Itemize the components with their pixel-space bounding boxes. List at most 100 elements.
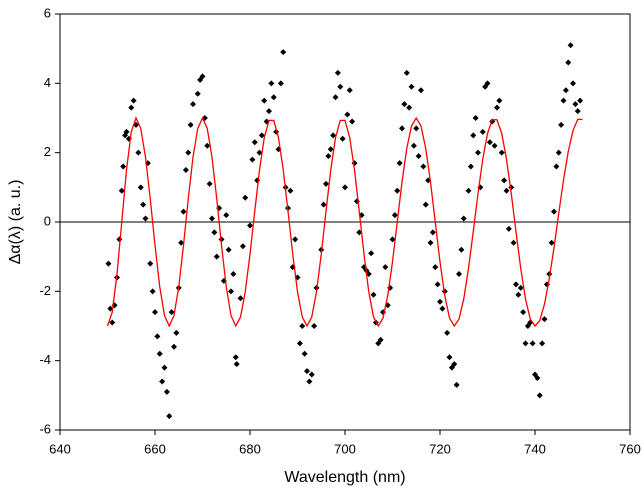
data-point	[323, 180, 329, 187]
data-point	[501, 177, 508, 184]
data-point	[168, 309, 175, 316]
data-point	[270, 94, 277, 101]
data-point	[406, 104, 413, 111]
x-tick-label: 640	[49, 441, 71, 456]
data-point	[560, 97, 567, 104]
data-point	[306, 378, 313, 385]
data-point	[377, 336, 384, 343]
y-tick-label: 4	[44, 75, 51, 90]
data-point	[558, 121, 565, 128]
data-point	[342, 184, 348, 191]
data-point	[522, 340, 529, 347]
data-point	[254, 177, 261, 184]
data-point	[484, 80, 491, 87]
data-point	[413, 125, 420, 132]
data-point	[486, 139, 493, 146]
data-point	[140, 201, 147, 208]
y-tick-label: -4	[39, 352, 51, 367]
data-point	[251, 139, 258, 146]
data-point	[180, 208, 187, 215]
data-point	[408, 83, 415, 90]
data-point	[391, 212, 398, 219]
data-point	[130, 97, 137, 104]
x-tick-label: 700	[334, 441, 356, 456]
data-point	[505, 225, 512, 232]
data-point	[213, 253, 220, 260]
data-point	[513, 281, 519, 288]
data-point	[496, 97, 503, 104]
data-point	[553, 163, 560, 170]
data-point	[334, 69, 341, 76]
data-point	[178, 239, 185, 246]
data-point	[239, 243, 246, 250]
data-point	[256, 149, 263, 156]
data-point	[296, 340, 303, 347]
data-point	[446, 354, 453, 361]
data-point	[161, 364, 168, 371]
data-point	[152, 309, 158, 316]
data-point	[258, 132, 265, 139]
x-tick-label: 740	[524, 441, 546, 456]
y-tick-label: -2	[39, 283, 51, 298]
data-point	[415, 153, 422, 160]
data-point	[330, 132, 337, 139]
data-point	[232, 354, 239, 361]
data-point	[399, 125, 405, 132]
data-point	[453, 381, 460, 388]
data-point	[277, 80, 284, 87]
data-point	[396, 160, 403, 167]
data-point	[460, 215, 467, 222]
data-point	[142, 215, 149, 222]
data-point	[370, 291, 377, 298]
data-point	[451, 361, 458, 368]
data-point	[237, 295, 244, 302]
data-point	[135, 149, 142, 156]
data-point	[429, 229, 436, 236]
x-tick-label: 680	[239, 441, 261, 456]
data-point	[311, 323, 318, 329]
data-point	[109, 319, 116, 326]
data-point	[517, 284, 524, 291]
data-point	[349, 118, 356, 125]
data-point	[163, 388, 170, 395]
y-tick-label: 2	[44, 144, 51, 159]
data-point	[515, 291, 522, 298]
data-point	[491, 142, 498, 149]
data-point	[209, 215, 215, 222]
data-point	[458, 246, 465, 253]
data-point	[434, 281, 441, 288]
data-point	[548, 239, 555, 246]
data-point	[498, 149, 505, 156]
data-point	[301, 350, 308, 357]
data-point	[382, 264, 389, 271]
data-point	[211, 229, 218, 236]
data-point	[249, 156, 256, 163]
data-point	[299, 323, 306, 329]
data-point	[266, 108, 272, 115]
data-point	[465, 187, 472, 194]
data-point	[418, 87, 424, 94]
data-point	[123, 128, 130, 135]
data-point	[410, 142, 417, 149]
data-point	[539, 340, 546, 347]
data-point	[456, 271, 462, 277]
data-point	[304, 368, 310, 375]
data-point	[551, 208, 557, 215]
data-point	[242, 194, 249, 201]
data-point	[541, 316, 548, 323]
y-tick-label: 0	[44, 213, 51, 228]
data-point	[529, 340, 536, 347]
data-point	[389, 236, 396, 243]
data-point	[320, 201, 327, 208]
data-point	[444, 329, 451, 336]
x-tick-label: 660	[144, 441, 166, 456]
data-point	[287, 187, 294, 194]
data-point	[439, 305, 446, 312]
data-point	[261, 97, 268, 104]
data-point	[570, 80, 576, 87]
data-point	[356, 229, 363, 236]
data-point	[173, 329, 180, 336]
data-point	[223, 212, 230, 219]
data-point	[137, 184, 144, 191]
x-tick-label: 760	[619, 441, 641, 456]
